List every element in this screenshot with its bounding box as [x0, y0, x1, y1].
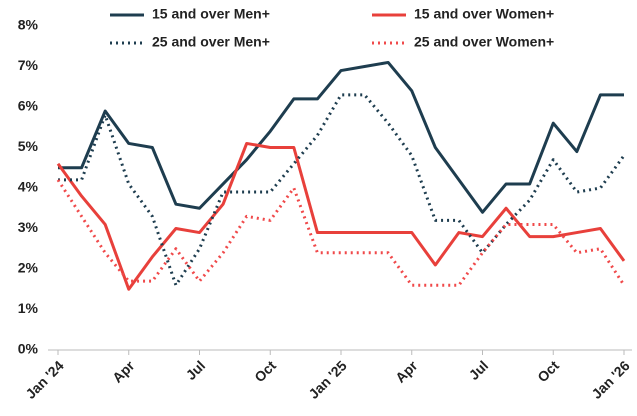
y-tick-label: 5%: [18, 138, 39, 154]
y-tick-label: 1%: [18, 300, 39, 316]
legend-label: 25 and over Men+: [152, 34, 270, 50]
series-line: [58, 93, 626, 287]
y-tick-label: 6%: [18, 98, 39, 114]
x-tick-label: Jan '26: [588, 357, 633, 402]
y-tick-label: 2%: [18, 260, 39, 276]
x-tick-label: Oct: [251, 357, 279, 385]
series-line: [58, 60, 624, 214]
x-tick-label: Apr: [392, 357, 421, 386]
x-tick-label: Apr: [109, 357, 138, 386]
x-tick-label: Oct: [534, 357, 562, 385]
series-line: [56, 141, 626, 291]
x-tick-label: Jul: [466, 357, 492, 383]
legend-label: 15 and over Men+: [152, 6, 270, 22]
y-tick-label: 8%: [18, 17, 39, 33]
x-tick-label: Jan '24: [22, 357, 67, 402]
y-tick-label: 4%: [18, 179, 39, 195]
y-tick-label: 0%: [18, 341, 39, 357]
x-tick-label: Jul: [183, 357, 209, 383]
y-tick-label: 3%: [18, 219, 39, 235]
legend-label: 15 and over Women+: [414, 6, 554, 22]
legend-label: 25 and over Women+: [414, 34, 554, 50]
y-tick-label: 7%: [18, 57, 39, 73]
x-tick-label: Jan '25: [305, 357, 350, 402]
